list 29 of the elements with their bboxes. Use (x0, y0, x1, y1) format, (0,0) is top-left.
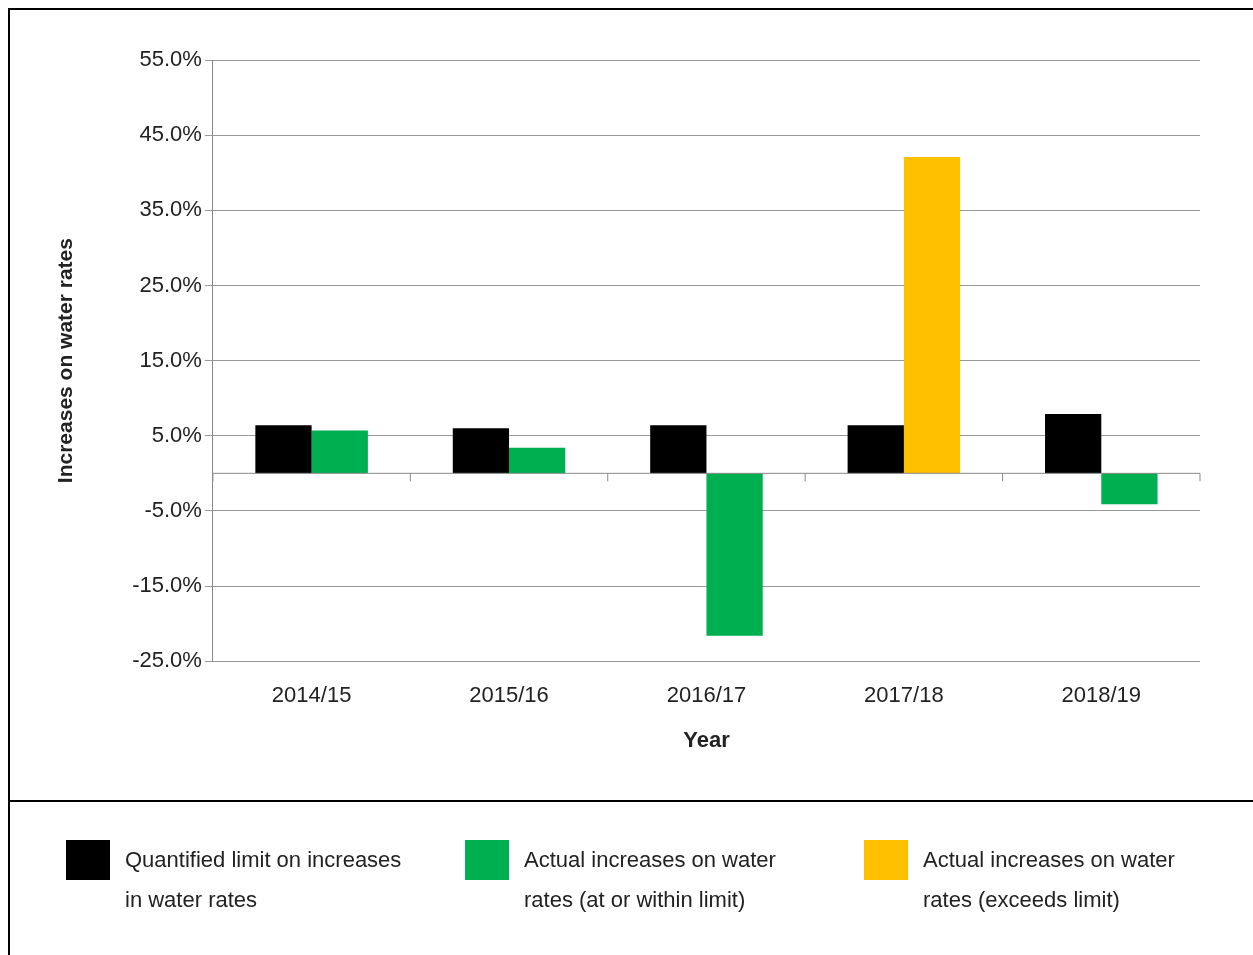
x-tick-label: 2017/18 (864, 682, 944, 708)
legend-label: Actual increases on water rates (at or within limit) (524, 846, 777, 914)
bar (706, 473, 763, 636)
y-tick-label: -15.0% (132, 572, 202, 598)
y-tick-label: 55.0% (139, 46, 202, 72)
y-tick-label: 15.0% (139, 346, 202, 372)
y-axis-title: Increases on water rates (53, 238, 77, 484)
bar (255, 425, 312, 474)
x-tick-label: 2018/19 (1061, 682, 1142, 708)
y-tick-label: -25.0% (132, 647, 202, 673)
bar (1045, 413, 1102, 474)
x-axis-title: Year (683, 726, 731, 752)
bar (452, 428, 510, 474)
bar (847, 425, 904, 474)
bar (509, 447, 566, 474)
y-tick-label: 25.0% (139, 271, 202, 297)
bar (311, 430, 368, 474)
bar (650, 425, 707, 474)
bar (1101, 473, 1158, 505)
legend-label: Actual increases on water rates (exceeds limit) (923, 846, 1176, 914)
bar (903, 156, 961, 474)
y-tick-label: 45.0% (139, 121, 202, 147)
x-tick-label: 2015/16 (469, 682, 549, 708)
legend-label: Quantified limit on increases in water rates (125, 846, 403, 914)
x-tick-label: 2014/15 (271, 682, 352, 708)
y-tick-label: -5.0% (144, 496, 202, 522)
y-tick-label: 35.0% (139, 196, 202, 222)
y-tick-label: 5.0% (151, 421, 202, 447)
x-tick-label: 2016/17 (666, 682, 747, 708)
